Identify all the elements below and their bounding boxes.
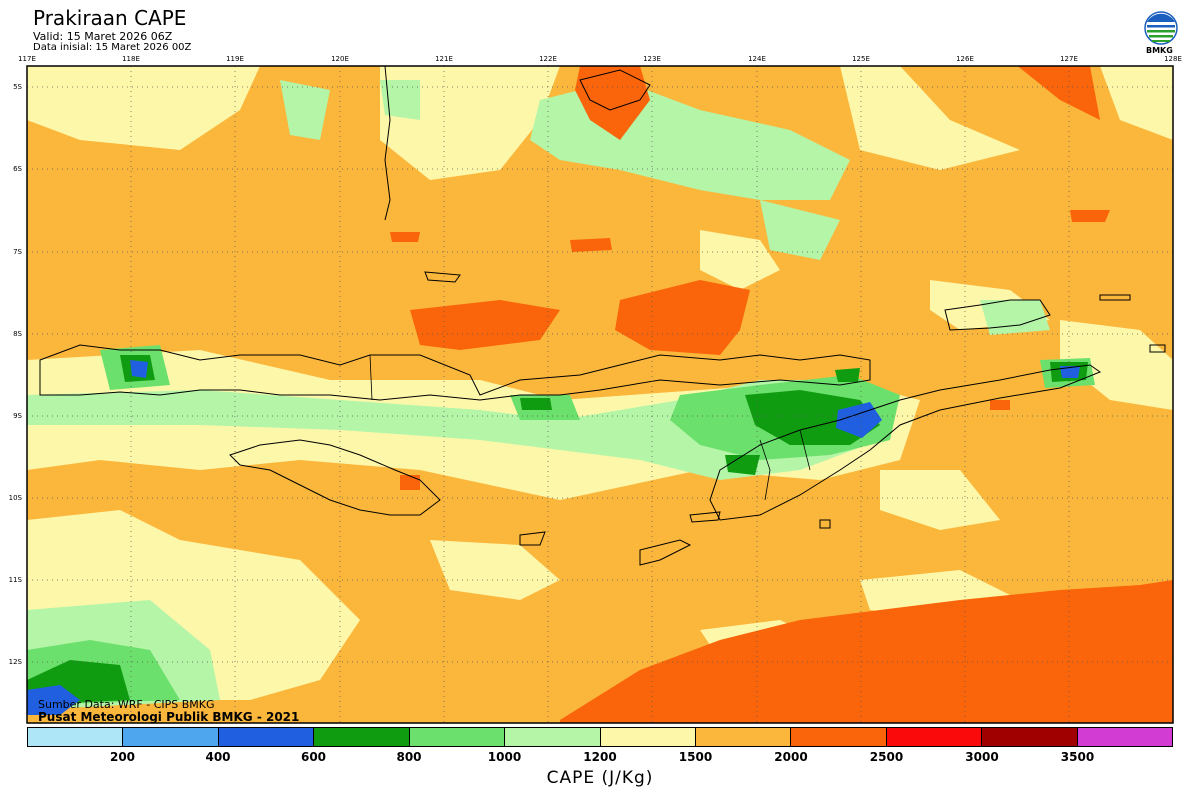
lat-tick: 12S [9,658,23,666]
lon-tick: 121E [435,55,453,63]
colorbar-label: 1200 [583,750,617,764]
lon-tick: 122E [539,55,557,63]
lon-tick-labels: 117E 118E 119E 120E 121E 122E 123E 124E … [18,55,1182,63]
colorbar-segment [123,728,219,746]
colorbar-label: 600 [300,750,327,764]
colorbar-label: 200 [109,750,136,764]
lon-tick: 118E [122,55,140,63]
data-source: Sumber Data: WRF - CIPS BMKG [38,698,215,711]
colorbar-segment [600,728,696,746]
colorbar-segment [314,728,410,746]
logo-text: BMKG [1146,46,1173,55]
colorbar [27,727,1173,747]
valid-time: Valid: 15 Maret 2026 06Z [33,30,173,43]
colorbar-label: 2000 [774,750,808,764]
coastlines [39,65,1166,566]
lat-tick: 5S [13,83,22,91]
colorbar-segment [982,728,1078,746]
lon-tick: 117E [18,55,36,63]
colorbar-label: 3000 [965,750,999,764]
lon-tick: 120E [331,55,349,63]
lon-tick: 123E [643,55,661,63]
colorbar-label: 2500 [869,750,904,764]
lat-tick: 9S [13,412,22,420]
colorbar-label: 3500 [1060,750,1095,764]
lat-tick: 10S [9,494,23,502]
lat-tick: 11S [9,576,23,584]
colorbar-label: 800 [396,750,422,764]
lon-tick: 128E [1164,55,1182,63]
cape-400-600-areas [27,360,1080,715]
colorbar-segment [886,728,983,746]
lat-tick-labels: 5S 6S 7S 8S 9S 10S 11S 12S [9,83,23,666]
colorbar-segment [409,728,506,746]
colorbar-label: 400 [205,750,231,764]
lon-tick: 127E [1060,55,1078,63]
colorbar-label: 1500 [678,750,713,764]
lon-tick: 125E [852,55,870,63]
bmkg-logo-icon [1144,11,1178,45]
lon-tick: 126E [956,55,974,63]
colorbar-segment [1077,728,1173,746]
lat-tick: 8S [13,330,22,338]
colorbar-segment [28,728,124,746]
lon-tick: 124E [748,55,766,63]
grid [27,66,1173,723]
colorbar-segment [695,728,792,746]
colorbar-title: CAPE (J/Kg) [546,768,654,788]
organization-credit: Pusat Meteorologi Publik BMKG - 2021 [38,710,300,724]
colorbar-segment [791,728,887,746]
map-frame [26,65,1174,724]
lat-tick: 6S [13,165,22,173]
lon-tick: 119E [226,55,244,63]
page-title: Prakiraan CAPE [33,6,187,30]
colorbar-label: 1000 [487,750,522,764]
initial-time: Data inisial: 15 Maret 2026 00Z [33,42,192,53]
lat-tick: 7S [13,248,22,256]
colorbar-segment [218,728,315,746]
colorbar-segment [505,728,601,746]
cape-2000-2500-areas [390,66,1173,723]
admin-borders [369,354,811,501]
